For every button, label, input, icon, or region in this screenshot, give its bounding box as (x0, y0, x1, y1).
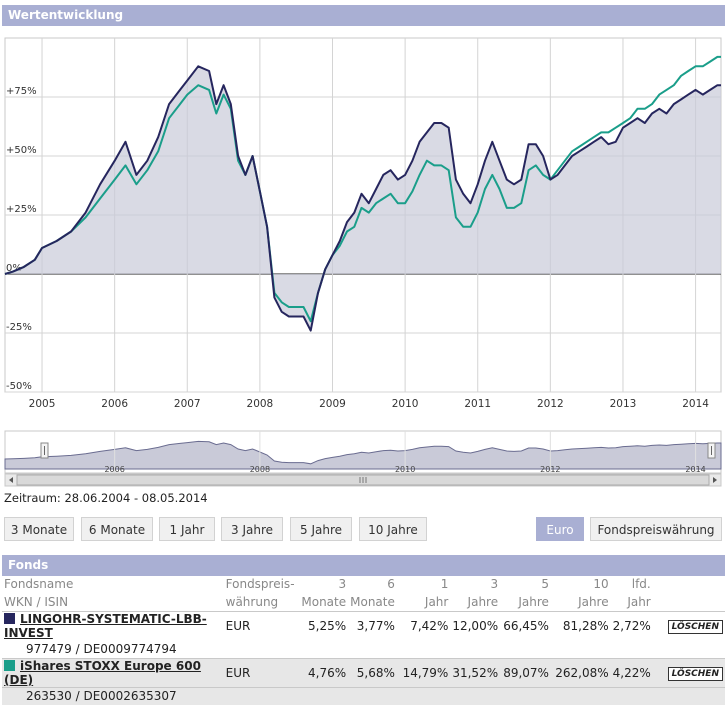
perf-1y: 7,42% (396, 611, 451, 640)
x-tick-label: 2014 (682, 398, 709, 410)
table-header-row-1: Fondsname Fondspreis- 3 6 1 3 5 10 lfd. (2, 575, 725, 593)
y-tick-label: 0% (6, 263, 22, 274)
x-tick-label: 2011 (464, 398, 491, 410)
zeitraum-label: Zeitraum: 28.06.2004 - 08.05.2014 (4, 491, 208, 505)
x-tick-label: 2012 (537, 398, 564, 410)
range-button-3y[interactable]: 3 Jahre (221, 517, 283, 541)
series-color-swatch (4, 613, 15, 624)
table-row: LINGOHR-SYSTEMATIC-LBB-INVEST EUR 5,25% … (2, 611, 725, 640)
x-tick-label: 2010 (392, 398, 419, 410)
range-button-3m[interactable]: 3 Monate (4, 517, 74, 541)
table-header-row-2: WKN / ISIN währung Monate Monate Jahr Ja… (2, 593, 725, 612)
currency-fund-button[interactable]: Fondspreiswährung (590, 517, 722, 541)
navigator-tick-label: 2006 (104, 465, 124, 474)
y-tick-label: +50% (6, 145, 37, 156)
perf-lfd: 4,22% (610, 658, 653, 687)
x-tick-label: 2007 (174, 398, 201, 410)
y-tick-label: -50% (6, 381, 32, 392)
y-tick-label: +25% (6, 204, 37, 215)
range-button-1y[interactable]: 1 Jahr (159, 517, 215, 541)
col-10y-2: Jahre (578, 595, 609, 609)
series-color-swatch (4, 660, 15, 671)
y-tick-label: -25% (6, 322, 32, 333)
perf-3m: 4,76% (296, 658, 349, 687)
col-wkn-isin: WKN / ISIN (4, 595, 69, 609)
col-lfd: lfd. (631, 577, 651, 591)
range-button-5y[interactable]: 5 Jahre (290, 517, 352, 541)
series-line-ishares (4, 55, 721, 323)
fonds-header: Fonds (2, 555, 725, 576)
navigator-tick-label: 2012 (540, 465, 560, 474)
col-lfd-2: Jahr (627, 595, 651, 609)
col-1y-2: Jahr (424, 595, 449, 609)
col-5y-2: Jahre (518, 595, 549, 609)
perf-3y: 31,52% (450, 658, 501, 687)
performance-chart: -50% -25% 0% +25% +50% +75% 2005 2006 2007 2008 20… (4, 37, 722, 410)
x-tick-label: 2009 (319, 398, 346, 410)
wertentwicklung-header: Wertentwicklung (2, 5, 725, 26)
perf-3y: 12,00% (450, 611, 501, 640)
section-title: Wertentwicklung (8, 8, 124, 22)
col-3y-2: Jahre (467, 595, 499, 609)
col-3m-2: Monate (301, 595, 347, 609)
series-area (5, 66, 721, 331)
perf-1y: 14,79% (396, 658, 451, 687)
col-6m-2: Monate (350, 595, 395, 609)
x-tick-label: 2013 (610, 398, 637, 410)
table-row-sub: 263530 / DE0002635307 (2, 687, 725, 705)
x-tick-label: 2008 (247, 398, 274, 410)
divider (2, 687, 725, 688)
navigator-tick-label: 2014 (685, 465, 705, 474)
perf-lfd: 2,72% (610, 611, 653, 640)
navigator-tick-label: 2010 (395, 465, 415, 474)
fund-wkn-isin: 263530 / DE0002635307 (2, 687, 224, 705)
navigator-tick-label: 2008 (250, 465, 270, 474)
x-tick-label: 2006 (101, 398, 128, 410)
table-row-sub: 977479 / DE0009774794 (2, 640, 725, 659)
currency-euro-button[interactable]: Euro (536, 517, 584, 541)
currency-cell: EUR (223, 658, 297, 687)
delete-button[interactable]: LÖSCHEN (667, 620, 723, 634)
col-currency: Fondspreis- (225, 577, 295, 591)
perf-5y: 89,07% (500, 658, 551, 687)
x-tick-label: 2005 (29, 398, 56, 410)
col-3m: 3 (338, 577, 347, 591)
series-line-lingohr (4, 65, 721, 332)
perf-5y: 66,45% (500, 611, 551, 640)
delete-button[interactable]: LÖSCHEN (667, 667, 723, 681)
range-button-10y[interactable]: 10 Jahre (359, 517, 427, 541)
col-1y: 1 (440, 577, 449, 591)
perf-6m: 5,68% (348, 658, 397, 687)
col-5y: 5 (541, 577, 549, 591)
table-row: iShares STOXX Europe 600 (DE) EUR 4,76% … (2, 658, 725, 687)
col-fondsname: Fondsname (4, 577, 74, 591)
currency-cell: EUR (223, 611, 297, 640)
scroll-right-icon (713, 477, 717, 483)
y-tick-label: +75% (6, 86, 37, 97)
fonds-title: Fonds (8, 558, 49, 572)
range-navigator[interactable]: 2006 2008 2010 2012 2014 (0, 428, 727, 488)
perf-6m: 3,77% (348, 611, 397, 640)
col-6m: 6 (387, 577, 395, 591)
fund-wkn-isin: 977479 / DE0009774794 (26, 642, 177, 656)
perf-10y: 262,08% (550, 658, 611, 687)
perf-10y: 81,28% (550, 611, 611, 640)
fund-name-link[interactable]: iShares STOXX Europe 600 (DE) (4, 659, 201, 687)
range-button-6m[interactable]: 6 Monate (81, 517, 153, 541)
fund-name-link[interactable]: LINGOHR-SYSTEMATIC-LBB-INVEST (4, 612, 207, 640)
fonds-table: Fondsname Fondspreis- 3 6 1 3 5 10 lfd. … (2, 575, 725, 705)
col-3y: 3 (490, 577, 499, 591)
col-currency-2: währung (225, 595, 279, 609)
col-10y: 10 (593, 577, 609, 591)
scroll-left-icon (9, 477, 13, 483)
perf-3m: 5,25% (296, 611, 349, 640)
